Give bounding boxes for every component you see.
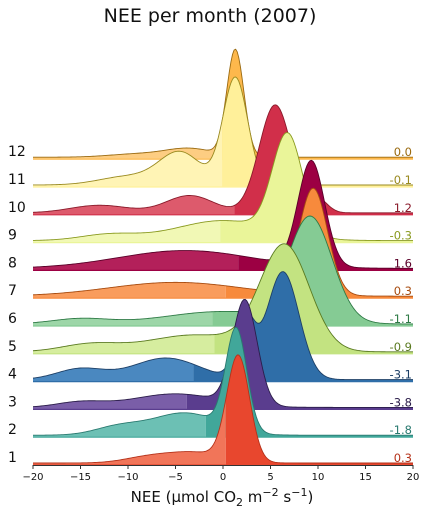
mean-value-label-1: 0.3 [394,451,412,465]
x-axis-label-suffix: ) [307,488,313,506]
month-label-12: 12 [8,144,26,160]
month-label-4: 4 [8,367,17,383]
x-tick-label-6: 10 [312,472,325,483]
ridge-fill-above-mean-10 [234,104,413,215]
ridge-outline-11 [32,76,413,186]
ridge-outline-8 [32,159,413,269]
x-tick-label-2: −10 [117,472,138,483]
value-labels: 0.0 -0.1 1.2 -0.3 1.6 0.3 -1.1 -0.9 -3.1 -3.8 -1.8… [390,145,412,465]
x-ticks: −20 −15 −10 −5 0 5 10 15 20 [22,465,419,483]
mean-value-label-2: -1.8 [390,423,412,437]
x-tick-label-8: 20 [407,472,420,483]
x-tick-label-3: −5 [168,472,183,483]
mean-value-label-5: -0.9 [390,340,412,354]
mean-value-label-6: -1.1 [390,312,412,326]
x-axis-label-unit-m: m [243,488,262,506]
month-label-11: 11 [8,172,26,188]
month-labels: 12 11 10 9 8 7 6 5 4 3 2 1 [8,144,26,466]
mean-value-label-10: 1.2 [394,201,412,215]
ridge-fill-above-mean-11 [222,77,413,187]
mean-value-label-8: 1.6 [394,256,412,270]
x-axis-label-prefix: NEE (μmol CO [131,488,236,506]
ridge-outline-4 [32,271,413,381]
ridge-outline-5 [32,243,413,353]
month-label-6: 6 [8,311,17,327]
x-axis-label: NEE (μmol CO2 m−2 s−1) [131,486,314,509]
mean-value-label-4: -3.1 [390,368,412,382]
ridge-outline-6 [32,215,414,325]
month-label-8: 8 [8,255,17,271]
x-axis-label-unit-s: s [279,488,292,506]
month-label-3: 3 [8,394,17,410]
mean-value-label-11: -0.1 [390,173,412,187]
x-tick-label-1: −15 [70,472,91,483]
x-axis-label-co2-subscript: 2 [236,496,243,509]
x-tick-label-7: 15 [359,472,372,483]
mean-value-label-3: -3.8 [390,395,412,409]
month-label-7: 7 [8,283,17,299]
mean-value-label-9: -0.3 [390,229,412,243]
ridge-outline-2 [32,326,413,436]
x-axis-label-s-exponent: −1 [291,486,307,499]
ridge-outline-9 [32,132,413,242]
month-label-1: 1 [8,450,17,466]
ridge-fill-below-mean-11 [33,77,223,187]
mean-value-label-12: 0.0 [394,145,412,159]
month-label-5: 5 [8,339,17,355]
ridge-month-11 [32,76,413,188]
ridge-outline-1 [33,354,413,464]
month-label-2: 2 [8,422,17,438]
month-label-10: 10 [8,200,26,216]
chart-title: NEE per month (2007) [104,5,317,27]
x-tick-label-4: 0 [220,472,226,483]
x-tick-label-0: −20 [22,472,43,483]
x-tick-label-5: 5 [267,472,273,483]
mean-value-label-7: 0.3 [394,284,412,298]
month-label-9: 9 [8,228,17,244]
ridge-outline-10 [32,104,413,214]
ridges [32,48,414,466]
x-axis-label-m-exponent: −2 [262,486,278,499]
ridge-outline-7 [32,187,414,297]
